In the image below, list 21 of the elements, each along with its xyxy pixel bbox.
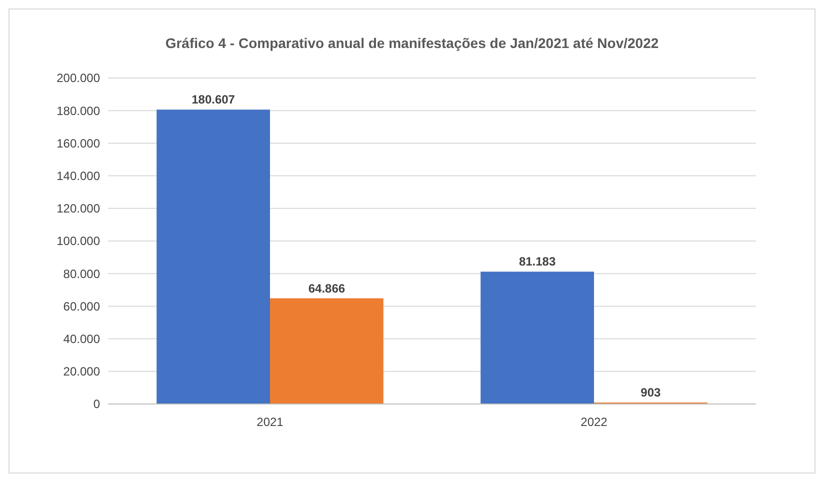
y-tick-label: 200.000 [56, 71, 100, 86]
y-tick-label: 40.000 [63, 332, 100, 346]
y-tick-label: 160.000 [56, 136, 100, 150]
y-tick-label: 140.000 [56, 169, 100, 183]
chart-title: Gráfico 4 - Comparativo anual de manifestações de Jan/2021 até Nov/2022 [165, 35, 659, 51]
data-label: 81.183 [518, 254, 556, 269]
y-tick-label: 20.000 [63, 364, 100, 379]
y-tick-label: 180.000 [56, 104, 100, 118]
data-label: 903 [640, 386, 662, 400]
data-label: 64.866 [308, 281, 346, 296]
y-tick-label: 0 [93, 397, 100, 412]
y-tick-label: 80.000 [63, 266, 100, 281]
bar [156, 110, 270, 404]
bar [480, 272, 594, 404]
y-tick-label: 120.000 [56, 202, 100, 216]
data-label: 180.607 [192, 92, 236, 107]
y-tick-label: 100.000 [56, 234, 100, 248]
y-tick-label: 60.000 [63, 299, 100, 314]
bar [270, 298, 384, 404]
x-tick-label: 2021 [256, 415, 284, 429]
x-tick-label: 2022 [580, 415, 608, 429]
